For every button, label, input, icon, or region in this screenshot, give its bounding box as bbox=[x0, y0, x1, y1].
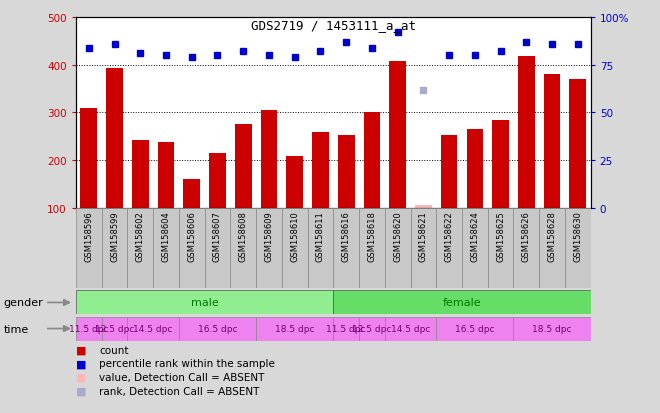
Bar bbox=[256, 317, 333, 341]
Bar bbox=[179, 208, 205, 289]
Text: 18.5 dpc: 18.5 dpc bbox=[533, 324, 572, 333]
Bar bbox=[76, 317, 102, 341]
Text: time: time bbox=[3, 324, 28, 334]
Text: GSM158620: GSM158620 bbox=[393, 211, 402, 261]
Text: female: female bbox=[443, 298, 481, 308]
Text: ■: ■ bbox=[76, 358, 86, 368]
Bar bbox=[205, 208, 230, 289]
Bar bbox=[488, 208, 513, 289]
Bar bbox=[261, 111, 277, 208]
Bar bbox=[209, 154, 226, 208]
Bar bbox=[411, 208, 436, 289]
Bar bbox=[102, 317, 127, 341]
Text: 18.5 dpc: 18.5 dpc bbox=[275, 324, 314, 333]
Text: GSM158599: GSM158599 bbox=[110, 211, 119, 261]
Bar bbox=[518, 57, 535, 208]
Bar bbox=[441, 135, 457, 208]
Text: GSM158596: GSM158596 bbox=[84, 211, 93, 261]
Text: GSM158630: GSM158630 bbox=[574, 211, 582, 261]
Text: gender: gender bbox=[3, 298, 43, 308]
Text: GSM158602: GSM158602 bbox=[136, 211, 145, 261]
Bar bbox=[385, 208, 411, 289]
Bar bbox=[256, 208, 282, 289]
Bar bbox=[492, 121, 509, 208]
Bar bbox=[158, 143, 174, 208]
Bar bbox=[153, 208, 179, 289]
Text: GSM158604: GSM158604 bbox=[162, 211, 170, 261]
Text: GDS2719 / 1453111_a_at: GDS2719 / 1453111_a_at bbox=[251, 19, 416, 31]
Bar bbox=[462, 208, 488, 289]
Text: GSM158618: GSM158618 bbox=[368, 211, 376, 261]
Text: 12.5 dpc: 12.5 dpc bbox=[352, 324, 391, 333]
Text: percentile rank within the sample: percentile rank within the sample bbox=[99, 358, 275, 368]
Bar bbox=[179, 317, 256, 341]
Bar bbox=[286, 157, 303, 208]
Text: GSM158624: GSM158624 bbox=[471, 211, 479, 261]
Bar bbox=[235, 125, 251, 208]
Text: value, Detection Call = ABSENT: value, Detection Call = ABSENT bbox=[99, 372, 265, 382]
Text: 16.5 dpc: 16.5 dpc bbox=[455, 324, 494, 333]
Text: GSM158622: GSM158622 bbox=[445, 211, 453, 261]
Bar bbox=[436, 208, 462, 289]
Bar bbox=[415, 206, 432, 208]
Bar bbox=[467, 130, 483, 208]
Bar bbox=[76, 291, 333, 315]
Bar bbox=[312, 133, 329, 208]
Bar bbox=[338, 136, 354, 208]
Text: GSM158610: GSM158610 bbox=[290, 211, 299, 261]
Bar bbox=[359, 317, 385, 341]
Text: rank, Detection Call = ABSENT: rank, Detection Call = ABSENT bbox=[99, 386, 259, 396]
Text: GSM158625: GSM158625 bbox=[496, 211, 505, 261]
Text: GSM158608: GSM158608 bbox=[239, 211, 248, 261]
Text: GSM158611: GSM158611 bbox=[316, 211, 325, 261]
Bar bbox=[230, 208, 256, 289]
Bar bbox=[308, 208, 333, 289]
Bar bbox=[539, 208, 565, 289]
Text: 11.5 dpc: 11.5 dpc bbox=[327, 324, 366, 333]
Bar bbox=[127, 317, 179, 341]
Bar bbox=[282, 208, 308, 289]
Text: GSM158609: GSM158609 bbox=[265, 211, 273, 261]
Text: 11.5 dpc: 11.5 dpc bbox=[69, 324, 108, 333]
Text: ■: ■ bbox=[76, 345, 86, 355]
Text: ■: ■ bbox=[76, 372, 86, 382]
Bar bbox=[76, 208, 102, 289]
Bar bbox=[544, 75, 560, 208]
Text: GSM158628: GSM158628 bbox=[548, 211, 556, 261]
Bar bbox=[127, 208, 153, 289]
Text: count: count bbox=[99, 345, 129, 355]
Bar bbox=[570, 80, 586, 208]
Text: GSM158621: GSM158621 bbox=[419, 211, 428, 261]
Bar bbox=[333, 208, 359, 289]
Bar bbox=[81, 109, 97, 208]
Bar bbox=[513, 208, 539, 289]
Bar bbox=[565, 208, 591, 289]
Bar bbox=[333, 291, 591, 315]
Bar bbox=[364, 113, 380, 208]
Bar bbox=[132, 140, 148, 208]
Bar bbox=[513, 317, 591, 341]
Text: GSM158606: GSM158606 bbox=[187, 211, 196, 261]
Text: ■: ■ bbox=[76, 386, 86, 396]
Bar bbox=[333, 317, 359, 341]
Text: 16.5 dpc: 16.5 dpc bbox=[198, 324, 237, 333]
Text: GSM158607: GSM158607 bbox=[213, 211, 222, 261]
Text: 12.5 dpc: 12.5 dpc bbox=[95, 324, 134, 333]
Bar bbox=[389, 62, 406, 208]
Text: male: male bbox=[191, 298, 218, 308]
Text: GSM158626: GSM158626 bbox=[522, 211, 531, 261]
Bar bbox=[359, 208, 385, 289]
Text: GSM158616: GSM158616 bbox=[342, 211, 350, 261]
Text: 14.5 dpc: 14.5 dpc bbox=[391, 324, 430, 333]
Bar bbox=[102, 208, 127, 289]
Bar bbox=[106, 69, 123, 208]
Bar bbox=[385, 317, 436, 341]
Bar bbox=[183, 179, 200, 208]
Text: 14.5 dpc: 14.5 dpc bbox=[133, 324, 173, 333]
Bar bbox=[436, 317, 513, 341]
